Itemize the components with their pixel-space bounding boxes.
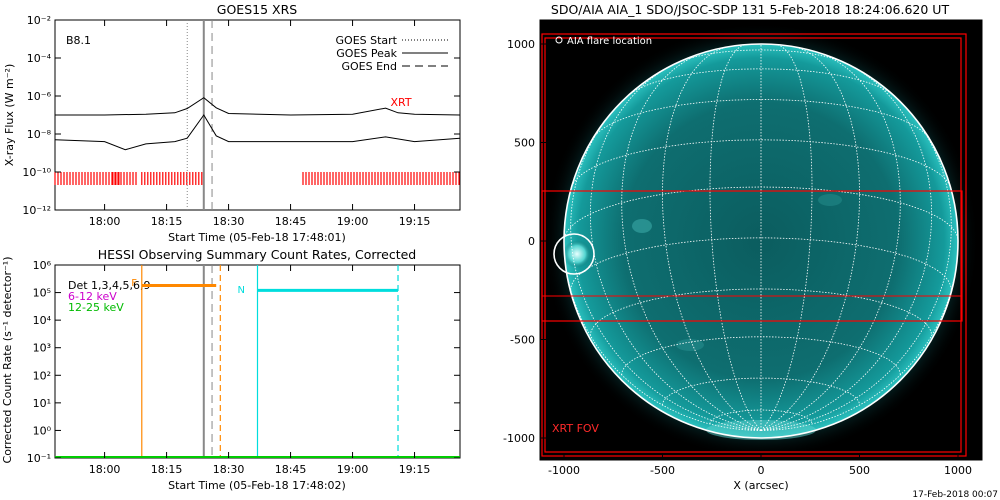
goes-ytick-label: 10⁻⁴ — [27, 52, 52, 65]
goes-panel: GOES15 XRS B8.1 GOES Start GOES Peak GOE… — [3, 2, 461, 244]
xrt-fov-box — [541, 190, 963, 322]
hessi-xtick-label: 18:30 — [213, 463, 245, 476]
goes-class-label: B8.1 — [66, 34, 91, 47]
longitude-line — [709, 44, 762, 431]
hessi-xtick-label: 18:45 — [275, 463, 307, 476]
goes-ytick-label: 10⁻² — [27, 14, 51, 27]
aia-xtick-label: -500 — [650, 464, 675, 477]
heliographic-grid — [563, 44, 959, 431]
hessi-ytick-label: 10⁶ — [33, 259, 52, 272]
goes-xtick-label: 19:15 — [399, 215, 431, 228]
aia-flare-kernel — [563, 240, 591, 268]
hessi-legend-6-12: 6-12 keV — [68, 290, 117, 303]
longitude-line — [621, 50, 762, 431]
aia-legend-text: AIA flare location — [567, 36, 652, 47]
aia-flare-location-circle — [553, 233, 595, 275]
hessi-legend-12-25: 12-25 keV — [68, 301, 124, 314]
aia-bright-region — [676, 339, 704, 351]
hessi-flag-f: F — [131, 278, 137, 289]
longitude-line — [760, 63, 933, 431]
goes-xtick-label: 18:00 — [89, 215, 121, 228]
goes-ylabel: X-ray Flux (W m⁻²) — [3, 64, 16, 166]
goes-xticks: 18:00 18:15 18:30 18:45 19:00 19:15 — [89, 20, 431, 228]
aia-title: SDO/AIA AIA_1 SDO/JSOC-SDP 131 5-Feb-201… — [551, 2, 950, 17]
longitude-line — [760, 46, 860, 431]
aia-ytick-label: 0 — [528, 235, 535, 248]
hessi-xticks: 18:00 18:15 18:30 18:45 19:00 19:15 — [89, 265, 431, 476]
xrt-fov-label: XRT FOV — [552, 422, 599, 435]
latitude-line — [675, 49, 847, 64]
footer-timestamp: 17-Feb-2018 00:07 — [912, 490, 998, 500]
goes-yticks: 10⁻² 10⁻⁴ 10⁻⁶ 10⁻⁸ 10⁻¹⁰ 10⁻¹² — [22, 14, 460, 217]
goes-ytick-label: 10⁻⁸ — [27, 128, 52, 141]
hessi-ytick-label: 10¹ — [33, 397, 51, 410]
hessi-ytick-label: 10⁴ — [33, 314, 52, 327]
aia-xlabel: X (arcsec) — [733, 479, 788, 492]
goes-xtick-label: 19:00 — [337, 215, 369, 228]
goes-xtick-label: 18:45 — [275, 215, 307, 228]
goes-ytick-label: 10⁻¹⁰ — [22, 166, 51, 179]
latitude-line — [571, 139, 951, 187]
hessi-ytick-label: 10² — [33, 369, 51, 382]
hessi-xtick-label: 18:00 — [89, 463, 121, 476]
goes-legend-end: GOES End — [341, 60, 397, 73]
hessi-legend: Det 1,3,4,5,6,9 6-12 keV 12-25 keV — [68, 279, 151, 314]
longitude-line — [760, 44, 813, 431]
hessi-xtick-label: 19:00 — [337, 463, 369, 476]
goes-legend-peak: GOES Peak — [336, 47, 397, 60]
hessi-flag-n: N — [238, 285, 245, 296]
hessi-xlabel: Start Time (05-Feb-18 17:48:02) — [168, 479, 346, 492]
aia-limb — [563, 43, 959, 439]
hessi-panel: HESSI Observing Summary Count Rates, Cor… — [1, 247, 461, 492]
aia-xtick-label: 0 — [758, 464, 765, 477]
longitude-line — [589, 63, 762, 431]
longitude-line — [662, 46, 762, 431]
hessi-ylabel: Corrected Count Rate (s⁻¹ detector⁻¹) — [1, 257, 14, 464]
hessi-yticks: 10⁶ 10⁵ 10⁴ 10³ 10² 10¹ 10⁰ 10⁻¹ — [27, 259, 460, 465]
goes-xlabel: Start Time (05-Feb-18 17:48:01) — [168, 231, 346, 244]
goes-xrt-annotation: XRT — [390, 96, 411, 109]
hessi-ytick-label: 10⁰ — [33, 424, 52, 437]
goes-ytick-label: 10⁻⁶ — [27, 90, 52, 103]
aia-xtick-label: 1000 — [944, 464, 972, 477]
aia-legend: AIA flare location — [555, 36, 652, 47]
aia-panel: SDO/AIA AIA_1 SDO/JSOC-SDP 131 5-Feb-201… — [503, 2, 998, 500]
latitude-line — [628, 68, 894, 96]
aia-ytick-label: -1000 — [503, 432, 535, 445]
aia-ytick-label: 1000 — [507, 38, 535, 51]
aia-ytick-label: 500 — [514, 137, 535, 150]
hessi-xtick-label: 18:15 — [151, 463, 183, 476]
goes-series-line-1 — [54, 114, 461, 151]
aia-bright-region — [818, 194, 842, 206]
goes-xtick-label: 18:15 — [151, 215, 183, 228]
xrt-fov-boxes — [541, 33, 967, 457]
goes-title: GOES15 XRS — [217, 2, 297, 17]
hessi-legend-det: Det 1,3,4,5,6,9 — [68, 279, 151, 292]
goes-legend-start: GOES Start — [336, 34, 398, 47]
goes-ytick-label: 10⁻¹² — [22, 204, 51, 217]
aia-xtick-label: 500 — [849, 464, 870, 477]
hessi-ytick-label: 10⁻¹ — [27, 452, 51, 465]
longitude-line — [760, 50, 901, 431]
xrt-fov-box — [544, 37, 962, 453]
goes-series-line-0 — [55, 97, 461, 116]
aia-bright-region — [632, 219, 652, 233]
aia-xtick-label: -1000 — [548, 464, 580, 477]
goes-xtick-label: 18:30 — [213, 215, 245, 228]
longitude-line — [760, 240, 959, 431]
hessi-ytick-label: 10⁵ — [33, 287, 51, 300]
hessi-title: HESSI Observing Summary Count Rates, Cor… — [98, 247, 417, 262]
hessi-ytick-label: 10³ — [33, 342, 51, 355]
aia-ticks: -1000 -500 0 500 1000 1000 500 0 -500 -1000 — [503, 20, 982, 477]
hessi-marks — [55, 265, 460, 458]
goes-marks — [54, 20, 461, 210]
hessi-xtick-label: 19:15 — [399, 463, 431, 476]
aia-legend-circle-icon — [555, 36, 563, 44]
goes-legend: GOES Start GOES Peak GOES End — [336, 34, 448, 73]
longitude-line — [563, 240, 762, 431]
aia-ytick-label: -500 — [510, 334, 535, 347]
